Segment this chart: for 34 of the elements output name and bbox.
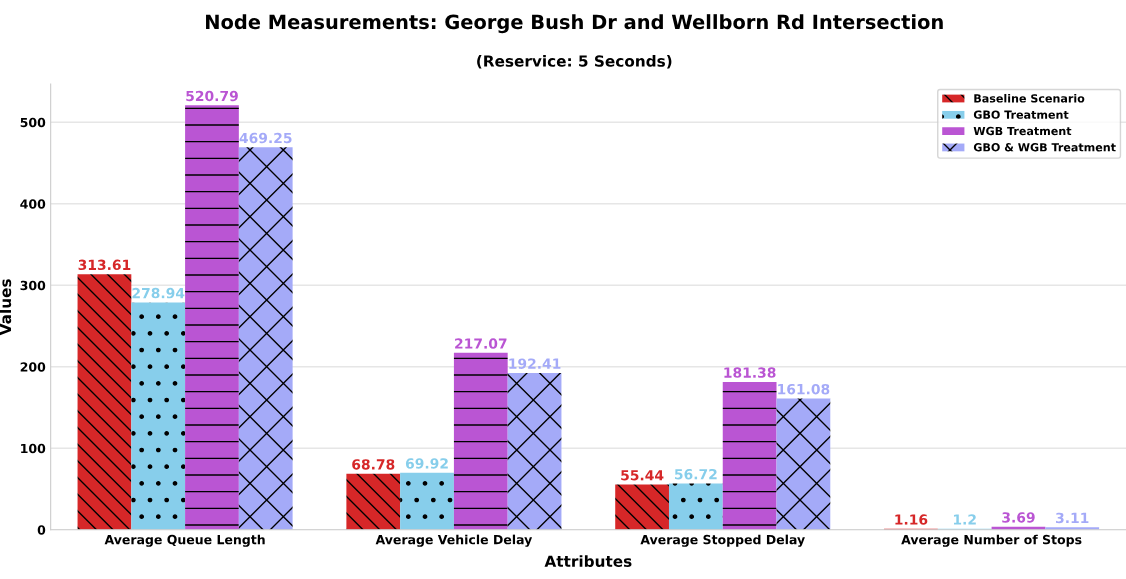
data-label: 1.2	[953, 514, 976, 525]
x-tick-label: Average Queue Length	[104, 534, 265, 547]
data-label: 69.92	[405, 458, 448, 469]
legend-label: GBO Treatment	[973, 110, 1069, 119]
data-label: 1.16	[895, 514, 928, 525]
chart-title: Node Measurements: George Bush Dr and Wellborn Rd Intersection	[206, 14, 943, 34]
chart-subtitle: (Reservice: 5 Seconds)	[477, 54, 672, 69]
data-label: 55.44	[621, 470, 664, 481]
data-label: 68.78	[352, 459, 395, 470]
data-label: 313.61	[78, 259, 131, 271]
data-label: 192.41	[509, 358, 561, 369]
data-label: 3.11	[1056, 512, 1089, 524]
data-label: 278.94	[132, 287, 185, 299]
x-tick-label: Average Stopped Delay	[640, 534, 805, 547]
y-tick-label: 500	[20, 117, 46, 128]
y-axis-title: Values	[0, 279, 12, 336]
y-tick-label: 0	[37, 525, 46, 535]
y-tick-label: 200	[20, 362, 46, 372]
y-tick-label: 300	[20, 280, 46, 291]
data-label: 469.25	[239, 132, 292, 144]
legend-label: Baseline Scenario	[974, 93, 1085, 103]
x-tick-label: Average Vehicle Delay	[375, 534, 533, 547]
y-tick-label: 100	[21, 443, 46, 454]
data-label: 56.72	[674, 468, 717, 480]
data-label: 520.79	[186, 90, 238, 102]
legend-label: GBO & WGB Treatment	[973, 143, 1116, 152]
x-tick-label: Average Number of Stops	[901, 534, 1082, 547]
y-tick-label: 400	[20, 199, 46, 209]
data-label: 217.07	[455, 338, 507, 349]
data-label: 161.08	[778, 383, 830, 395]
legend-label: WGB Treatment	[973, 126, 1072, 136]
data-label: 181.38	[724, 367, 776, 378]
x-axis-title: Attributes	[544, 555, 632, 567]
data-label: 3.69	[1002, 512, 1035, 523]
